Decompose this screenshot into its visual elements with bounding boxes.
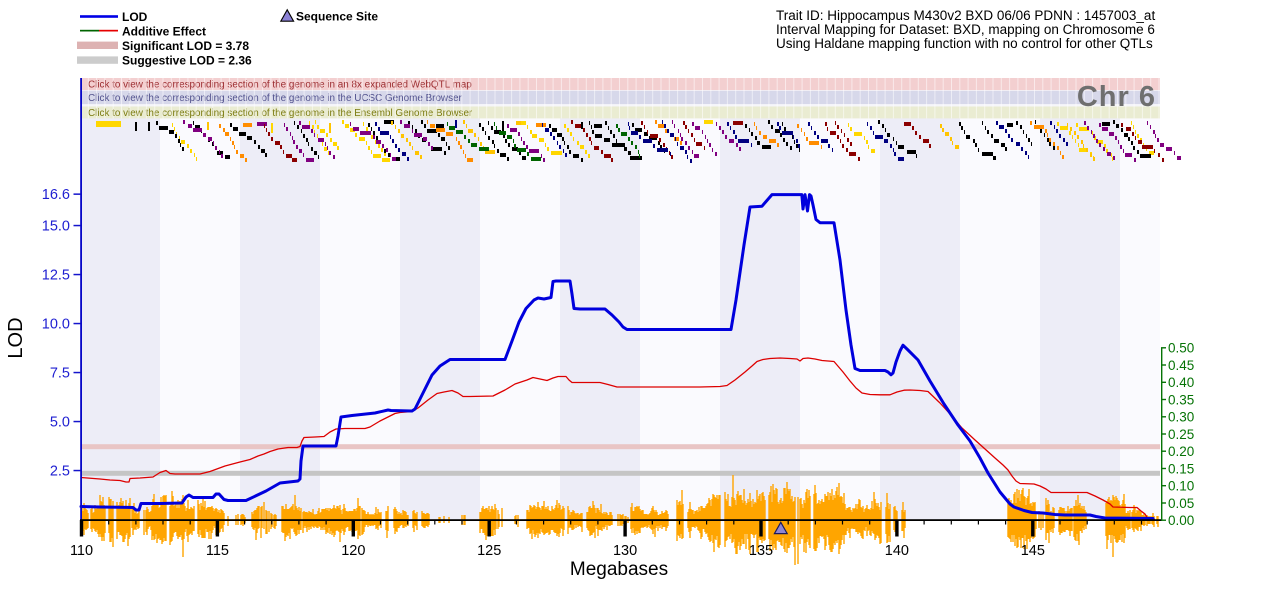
svg-text:Chr 6: Chr 6 xyxy=(1077,81,1156,113)
svg-text:Click to view the correspondin: Click to view the corresponding section … xyxy=(88,93,462,104)
svg-text:Additive Effect: Additive Effect xyxy=(122,25,206,39)
svg-text:Sequence Site: Sequence Site xyxy=(296,9,378,23)
svg-text:Interval Mapping for Dataset:: Interval Mapping for Dataset: BXD, mappi… xyxy=(776,22,1155,37)
svg-text:0.15: 0.15 xyxy=(1168,461,1194,476)
svg-text:Significant LOD = 3.78: Significant LOD = 3.78 xyxy=(122,39,249,53)
svg-text:5.0: 5.0 xyxy=(50,415,70,431)
svg-text:130: 130 xyxy=(613,543,637,559)
svg-text:110: 110 xyxy=(70,543,93,559)
svg-text:125: 125 xyxy=(477,543,501,559)
svg-text:7.5: 7.5 xyxy=(50,366,70,382)
svg-text:15.0: 15.0 xyxy=(42,219,70,235)
svg-text:LOD: LOD xyxy=(122,10,148,24)
svg-text:0.25: 0.25 xyxy=(1168,427,1194,442)
svg-text:0.50: 0.50 xyxy=(1168,341,1194,356)
svg-text:115: 115 xyxy=(206,543,229,559)
svg-text:LOD: LOD xyxy=(5,317,27,358)
svg-text:Trait ID: Hippocampus M430v2 B: Trait ID: Hippocampus M430v2 BXD 06/06 P… xyxy=(776,8,1155,23)
svg-text:Click to view the correspondin: Click to view the corresponding section … xyxy=(88,108,473,119)
svg-text:0.00: 0.00 xyxy=(1168,513,1194,528)
svg-text:0.10: 0.10 xyxy=(1168,479,1194,494)
svg-text:10.0: 10.0 xyxy=(42,317,70,333)
svg-text:0.20: 0.20 xyxy=(1168,444,1194,459)
svg-text:140: 140 xyxy=(885,543,909,559)
svg-text:120: 120 xyxy=(341,543,365,559)
svg-text:0.30: 0.30 xyxy=(1168,410,1194,425)
svg-text:0.45: 0.45 xyxy=(1168,358,1194,373)
svg-text:0.40: 0.40 xyxy=(1168,375,1194,390)
svg-text:Using Haldane mapping function: Using Haldane mapping function with no c… xyxy=(776,36,1153,51)
svg-text:2.5: 2.5 xyxy=(50,464,70,480)
svg-text:135: 135 xyxy=(749,543,773,559)
svg-text:0.05: 0.05 xyxy=(1168,496,1194,511)
svg-text:12.5: 12.5 xyxy=(42,268,70,284)
svg-text:145: 145 xyxy=(1021,543,1045,559)
svg-text:0.35: 0.35 xyxy=(1168,392,1194,407)
svg-text:16.6: 16.6 xyxy=(42,187,70,203)
svg-text:Suggestive LOD = 2.36: Suggestive LOD = 2.36 xyxy=(122,54,252,68)
svg-text:Megabases: Megabases xyxy=(570,559,668,580)
svg-text:Click to view the correspondin: Click to view the corresponding section … xyxy=(88,80,472,91)
